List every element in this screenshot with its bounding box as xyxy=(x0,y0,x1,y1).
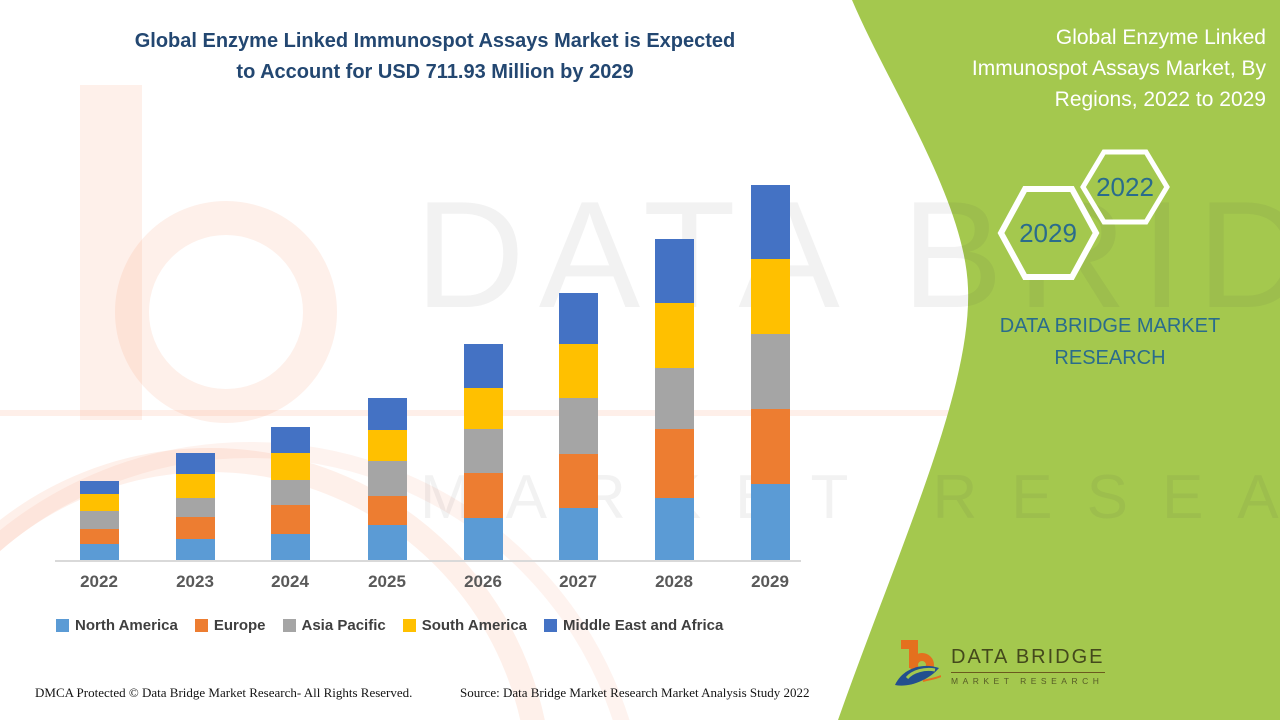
segment-middle-east-and-africa-2026 xyxy=(463,344,503,388)
logo-sub: MARKET RESEARCH xyxy=(951,676,1104,686)
x-label-2028: 2028 xyxy=(655,572,693,591)
segment-europe-2025 xyxy=(367,496,407,526)
legend-label: North America xyxy=(75,617,178,634)
bar-2022 xyxy=(79,480,119,560)
segment-middle-east-and-africa-2027 xyxy=(558,292,598,344)
x-label-2025: 2025 xyxy=(368,572,406,591)
x-label-2026: 2026 xyxy=(464,572,502,591)
segment-north-america-2029 xyxy=(750,484,790,560)
segment-asia-pacific-2022 xyxy=(79,511,119,529)
segment-asia-pacific-2025 xyxy=(367,461,407,497)
segment-south-america-2026 xyxy=(463,387,503,429)
segment-south-america-2029 xyxy=(750,259,790,334)
x-label-2027: 2027 xyxy=(559,572,597,591)
brand-line1: DATA BRIDGE MARKET xyxy=(999,315,1221,337)
data-bridge-logo-icon xyxy=(895,640,941,686)
x-label-2022: 2022 xyxy=(80,572,118,591)
legend-item-middle-east-and-africa: Middle East and Africa xyxy=(544,617,723,634)
segment-europe-2026 xyxy=(463,473,503,518)
hexagon-2029 xyxy=(997,186,1100,280)
year-hexagons: 2022 2029 xyxy=(997,149,1170,280)
x-label-2023: 2023 xyxy=(176,572,214,591)
footer-logo: DATA BRIDGE MARKET RESEARCH xyxy=(893,638,1105,688)
legend-label: South America xyxy=(421,617,528,634)
bar-2025 xyxy=(367,398,407,560)
segment-north-america-2023 xyxy=(175,538,215,560)
page-title-line2: to Account for USD 711.93 Million by 202… xyxy=(236,61,634,83)
legend-label: Europe xyxy=(213,617,266,634)
segment-europe-2028 xyxy=(654,428,694,498)
segment-asia-pacific-2024 xyxy=(270,479,310,506)
bar-2024 xyxy=(270,427,310,560)
legend-swatch-icon xyxy=(402,619,416,632)
segment-middle-east-and-africa-2025 xyxy=(367,398,407,431)
segment-north-america-2028 xyxy=(654,497,694,560)
footer-dmca-text: DMCA Protected © Data Bridge Market Rese… xyxy=(35,685,413,700)
segment-south-america-2027 xyxy=(558,343,598,398)
legend-item-asia-pacific: Asia Pacific xyxy=(282,617,386,634)
hexagon-2022-label: 2022 xyxy=(1096,172,1154,202)
panel-title: Global Enzyme Linked Immunospot Assays M… xyxy=(906,22,1266,115)
segment-north-america-2022 xyxy=(79,544,119,560)
segment-middle-east-and-africa-2023 xyxy=(175,453,215,475)
logo-text: DATA BRIDGE MARKET RESEARCH xyxy=(951,646,1105,686)
panel-title-line3: Regions, 2022 to 2029 xyxy=(1054,88,1266,111)
hexagon-2029-label: 2029 xyxy=(1019,218,1077,248)
x-axis-line xyxy=(55,560,801,562)
legend-swatch-icon xyxy=(544,619,558,632)
hexagon-2022 xyxy=(1080,149,1170,225)
x-label-2029: 2029 xyxy=(751,572,789,591)
logo-name: DATA BRIDGE xyxy=(951,646,1105,673)
segment-europe-2023 xyxy=(175,516,215,539)
segment-europe-2022 xyxy=(79,528,119,545)
segment-middle-east-and-africa-2022 xyxy=(79,480,119,495)
footer-source-text: Source: Data Bridge Market Research Mark… xyxy=(460,685,810,700)
bar-2028 xyxy=(654,239,694,560)
segment-south-america-2023 xyxy=(175,474,215,498)
segment-north-america-2025 xyxy=(367,525,407,560)
page-title: Global Enzyme Linked Immunospot Assays M… xyxy=(55,26,815,88)
panel-title-line1: Global Enzyme Linked xyxy=(1055,26,1266,49)
legend-swatch-icon xyxy=(282,619,296,632)
bar-2029 xyxy=(750,185,790,560)
chart-legend: North America Europe Asia Pacific South Ame… xyxy=(56,617,826,634)
segment-europe-2029 xyxy=(750,409,790,484)
segment-north-america-2024 xyxy=(270,534,310,560)
segment-europe-2024 xyxy=(270,505,310,535)
legend-item-north-america: North America xyxy=(56,617,178,634)
legend-swatch-icon xyxy=(56,619,69,632)
legend-label: Middle East and Africa xyxy=(563,617,724,634)
segment-asia-pacific-2027 xyxy=(558,397,598,454)
brand-line2: RESEARCH xyxy=(1054,347,1166,369)
legend-swatch-icon xyxy=(194,619,208,632)
bar-2023 xyxy=(175,453,215,560)
segment-south-america-2024 xyxy=(270,453,310,480)
segment-asia-pacific-2023 xyxy=(175,497,215,517)
segment-south-america-2028 xyxy=(654,302,694,368)
segment-asia-pacific-2029 xyxy=(750,334,790,409)
bar-2027 xyxy=(558,292,598,560)
segment-south-america-2025 xyxy=(367,430,407,462)
bar-2026 xyxy=(463,344,503,560)
segment-europe-2027 xyxy=(558,453,598,508)
page-title-line1: Global Enzyme Linked Immunospot Assays M… xyxy=(134,30,736,52)
legend-item-south-america: South America xyxy=(402,617,528,634)
segment-middle-east-and-africa-2024 xyxy=(270,427,310,454)
segment-north-america-2026 xyxy=(463,517,503,560)
segment-middle-east-and-africa-2028 xyxy=(654,239,694,303)
legend-item-europe: Europe xyxy=(194,617,266,634)
segment-middle-east-and-africa-2029 xyxy=(750,185,790,259)
segment-north-america-2027 xyxy=(558,507,598,560)
segment-south-america-2022 xyxy=(79,494,119,512)
legend-label: Asia Pacific xyxy=(301,617,386,634)
segment-asia-pacific-2028 xyxy=(654,367,694,429)
segment-asia-pacific-2026 xyxy=(463,428,503,474)
brand-wordmark: DATA BRIDGE MARKET RESEARCH xyxy=(960,310,1260,374)
panel-title-line2: Immunospot Assays Market, By xyxy=(971,57,1266,80)
x-label-2024: 2024 xyxy=(271,572,309,591)
